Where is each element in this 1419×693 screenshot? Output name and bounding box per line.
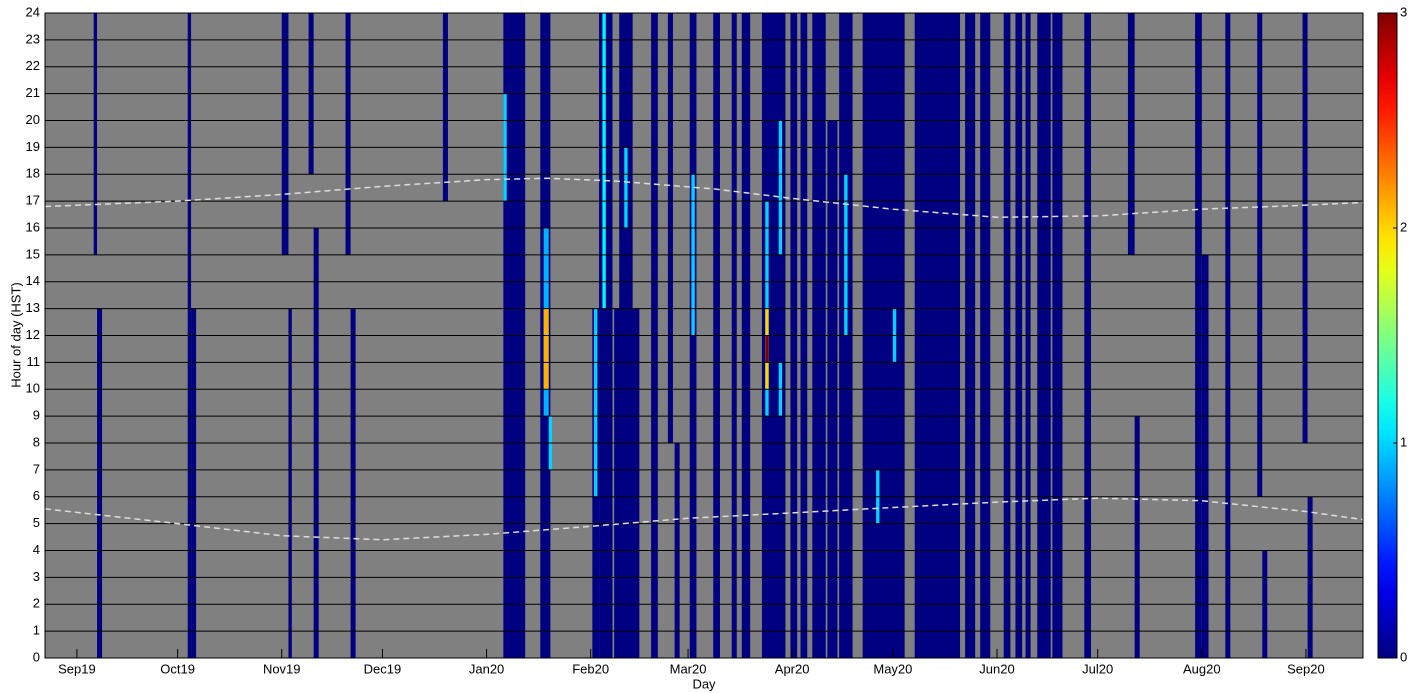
x-tick-label: Aug20 (1183, 661, 1221, 676)
y-tick-label: 8 (33, 434, 40, 449)
colorbar-tick-label: 1 (1400, 434, 1407, 449)
y-tick-label: 1 (33, 623, 40, 638)
heat-cell (543, 308, 549, 390)
y-tick-label: 3 (33, 569, 40, 584)
x-tick-label: Jul20 (1082, 661, 1113, 676)
heat-cell (442, 13, 448, 202)
x-tick-label: Mar20 (670, 661, 707, 676)
x-tick-label: Jun20 (979, 661, 1014, 676)
y-tick-label: 13 (26, 300, 40, 315)
x-tick-label: May20 (873, 661, 912, 676)
heat-cell (93, 13, 98, 255)
y-tick-label: 10 (26, 381, 40, 396)
heat-cell (602, 13, 606, 309)
x-tick-label: Sep19 (58, 661, 96, 676)
x-tick-label: Feb20 (572, 661, 609, 676)
y-tick-label: 15 (26, 246, 40, 261)
y-tick-label: 19 (26, 139, 40, 154)
colorbar-tick-label: 0 (1400, 649, 1407, 664)
heat-cell (778, 120, 783, 255)
y-axis-label: Hour of day (HST) (8, 282, 23, 387)
heat-cell (765, 335, 769, 363)
heat-cell (191, 308, 197, 658)
heat-cell (614, 308, 640, 658)
y-tick-label: 0 (33, 649, 40, 664)
y-tick-label: 17 (26, 193, 40, 208)
y-tick-label: 18 (26, 166, 40, 181)
heat-cell (1134, 416, 1140, 658)
y-tick-label: 22 (26, 58, 40, 73)
y-tick-label: 7 (33, 461, 40, 476)
heat-cell (624, 147, 628, 228)
heat-cell (1201, 254, 1209, 658)
y-tick-label: 2 (33, 596, 40, 611)
y-tick-label: 5 (33, 515, 40, 530)
y-tick-label: 20 (26, 112, 40, 127)
y-tick-label: 24 (26, 4, 40, 19)
colorbar-tick-label: 3 (1400, 4, 1407, 19)
heat-cell (1127, 13, 1135, 255)
heat-cell (345, 13, 351, 255)
y-tick-label: 21 (26, 85, 40, 100)
heat-cell (350, 308, 356, 658)
heat-cell (288, 308, 292, 658)
plot-frame (44, 12, 1364, 659)
heat-cell (281, 13, 289, 255)
colorbar-tick-label: 2 (1400, 219, 1407, 234)
y-tick-label: 4 (33, 542, 40, 557)
x-tick-label: Oct19 (160, 661, 195, 676)
y-tick-label: 16 (26, 219, 40, 234)
x-tick-label: Dec19 (364, 661, 402, 676)
x-tick-label: Nov19 (263, 661, 301, 676)
heat-cell (97, 308, 103, 658)
x-tick-label: Apr20 (775, 661, 810, 676)
y-tick-label: 9 (33, 408, 40, 423)
x-tick-label: Sep20 (1287, 661, 1325, 676)
y-tick-label: 14 (26, 273, 40, 288)
y-tick-label: 12 (26, 327, 40, 342)
y-tick-label: 23 (26, 31, 40, 46)
heat-cell (594, 308, 598, 497)
y-tick-label: 11 (27, 354, 41, 369)
sun-curve (44, 497, 1364, 541)
y-tick-label: 6 (33, 488, 40, 503)
x-tick-label: Jan20 (469, 661, 504, 676)
colorbar (1377, 12, 1398, 659)
x-axis-label: Day (692, 676, 716, 691)
sun-curve (44, 177, 1364, 219)
